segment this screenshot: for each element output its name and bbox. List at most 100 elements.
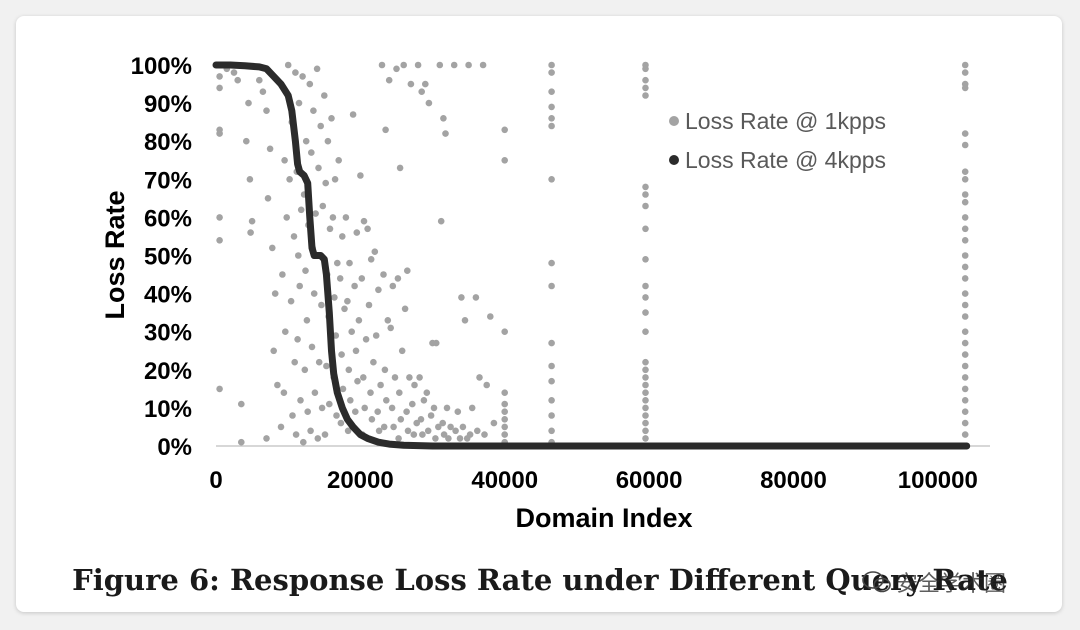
scatter-point [548,115,555,122]
scatter-point [321,431,329,438]
scatter-point [281,157,288,164]
scatter-point [292,69,299,76]
scatter-point [331,294,338,301]
scatter-point [380,423,388,431]
scatter-point [301,366,309,374]
scatter-point [264,195,272,202]
x-tick-label: 80000 [760,467,827,494]
scatter-point [246,176,254,183]
scatter-point [423,389,431,397]
scatter-point [375,427,383,435]
scatter-point [368,416,376,423]
scatter-point [347,397,354,404]
scatter-point [548,412,555,419]
scatter-point [291,358,299,366]
scatter-point [642,282,649,290]
scatter-point [548,259,555,267]
scatter-point [271,290,279,297]
scatter-point [367,255,375,263]
scatter-point [377,381,384,389]
scatter-point [371,248,379,255]
scatter-point [474,427,481,435]
scatter-point [548,176,555,183]
scatter-point [243,137,250,145]
scatter-point [411,381,418,389]
scatter-point [961,408,969,416]
scatter-point [443,404,451,412]
y-tick-label: 100% [131,53,192,80]
scatter-point [372,332,380,339]
scatter-point [440,431,448,438]
scatter-point [357,172,364,179]
scatter-point [419,431,426,438]
scatter-point [297,397,304,404]
scatter-point [324,137,332,145]
scatter-point [420,397,428,404]
scatter-point [961,198,969,206]
scatter-point [326,225,334,233]
scatter-point [472,294,480,301]
scatter-point [501,157,509,164]
scatter-point [296,282,304,290]
scatter-point [501,423,509,431]
scatter-point [303,317,311,324]
scatter-point [334,259,341,267]
scatter-point [961,339,969,347]
scatter-point [548,282,555,290]
y-tick-label: 20% [144,358,192,385]
scatter-point [352,408,359,416]
scatter-point [400,61,408,69]
scatter-point [447,423,454,431]
scatter-point [365,301,373,309]
scatter-point [352,347,360,355]
scatter-point [339,385,347,393]
scatter-point [397,416,405,423]
scatter-point [642,358,649,366]
scatter-point [364,225,371,233]
scatter-point [374,408,382,416]
scatter-point [230,69,238,76]
scatter-point [548,362,555,370]
scatter-point [329,214,337,221]
scatter-point [391,374,399,381]
scatter-point [642,294,649,301]
scatter-point [642,65,649,73]
scatter-point [422,80,429,88]
scatter-point [501,400,509,408]
scatter-point [961,141,969,149]
scatter-point [642,202,649,210]
scatter-point [395,435,402,442]
scatter-point [382,126,389,134]
scatter-point [501,408,509,416]
scatter-point [344,297,351,305]
scatter-point [961,84,969,92]
scatter-point [456,435,464,442]
scatter-point [322,179,330,187]
scatter-point [465,61,472,69]
scatter-point [440,115,447,122]
scatter-point [302,267,309,275]
scatter-point [333,412,340,419]
scatter-point [548,397,555,404]
scatter-point [403,408,410,416]
y-tick-label: 50% [144,244,192,271]
scatter-point [642,419,649,427]
scatter-point [642,84,649,92]
scatter-point [336,275,344,282]
scatter-point [406,374,413,381]
scatter-point [468,404,476,412]
scatter-point [404,267,411,275]
legend-marker-1kpps [669,116,679,126]
scatter-point [321,92,328,99]
scatter-point [349,111,357,118]
scatter-point [642,374,649,381]
scatter-point [380,271,387,278]
scatter-point [216,130,223,137]
scatter-point [642,76,649,84]
scatter-point [360,217,368,225]
scatter-point [404,427,412,435]
scatter-point [342,214,350,221]
scatter-point [961,225,969,233]
figure-card [16,16,1062,612]
scatter-point [961,237,969,244]
